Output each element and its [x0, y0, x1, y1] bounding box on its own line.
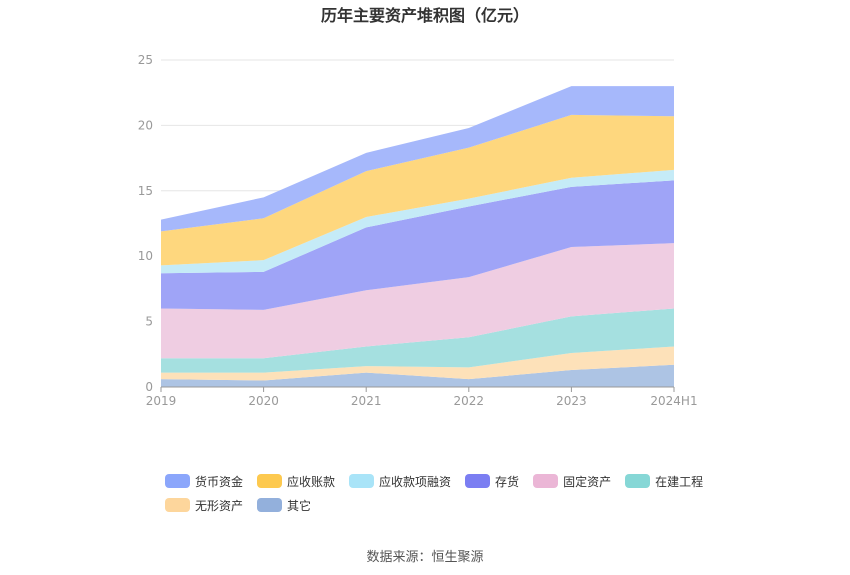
legend-label: 货币资金: [195, 474, 244, 489]
area-无形资产: [161, 346, 674, 381]
legend-item[interactable]: 存货: [465, 472, 519, 490]
legend-item[interactable]: 应收账款: [257, 472, 335, 490]
legend-label: 固定资产: [563, 474, 612, 489]
legend-item[interactable]: 货币资金: [165, 472, 243, 490]
x-tick-label: 2021: [351, 394, 382, 408]
area-货币资金: [161, 86, 674, 232]
legend-swatch: [465, 474, 491, 488]
legend-label: 应收账款: [287, 474, 336, 489]
y-tick-label: 25: [138, 53, 153, 67]
y-tick-label: 15: [138, 184, 153, 198]
data-source-label: 数据来源：恒生聚源: [366, 550, 484, 565]
legend-label: 应收款项融资: [379, 474, 452, 489]
legend-item[interactable]: 固定资产: [533, 472, 611, 490]
legend-swatch: [625, 474, 651, 488]
legend-label: 无形资产: [195, 498, 244, 513]
legend-swatch: [349, 474, 375, 488]
legend-item[interactable]: 其它: [257, 496, 311, 514]
legend-swatch: [257, 474, 283, 488]
x-tick-label: 2019: [146, 394, 177, 408]
y-tick-label: 10: [138, 249, 153, 263]
legend-label: 存货: [495, 474, 520, 489]
x-tick-label: 2024H1: [650, 394, 697, 408]
area-其它: [161, 364, 674, 387]
chart-title: 历年主要资产堆积图（亿元）: [320, 6, 529, 25]
x-tick-label: 2022: [454, 394, 485, 408]
legend-label: 其它: [287, 498, 312, 513]
area-应收款项融资: [161, 169, 674, 274]
area-应收账款: [161, 114, 674, 266]
legend-item[interactable]: 在建工程: [625, 472, 703, 490]
legend-swatch: [533, 474, 559, 488]
area-存货: [161, 180, 674, 310]
area-固定资产: [161, 243, 674, 359]
legend-item[interactable]: 无形资产: [165, 496, 243, 514]
x-tick-label: 2020: [248, 394, 279, 408]
y-tick-label: 20: [138, 118, 153, 132]
stacked-area-chart: 0 5 10 15 20 25 2019 2020 2021 2022 2023 2024H1: [138, 53, 698, 408]
chart-legend: 货币资金 应收账款 应收款项融资 存货 固定资产 在建工程无形资产 其它: [165, 472, 725, 514]
y-tick-label: 0: [145, 380, 153, 394]
y-tick-label: 5: [145, 315, 153, 329]
legend-swatch: [257, 498, 283, 512]
legend-swatch: [165, 474, 190, 488]
legend-item[interactable]: 应收款项融资: [349, 472, 451, 490]
legend-swatch: [165, 498, 190, 512]
legend-label: 在建工程: [655, 474, 704, 489]
x-tick-label: 2023: [556, 394, 587, 408]
area-在建工程: [161, 308, 674, 373]
